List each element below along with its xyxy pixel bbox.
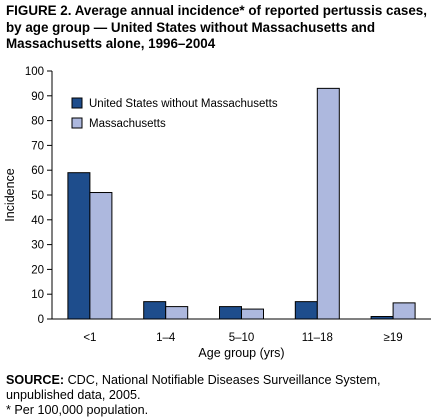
y-tick-label: 0 bbox=[38, 314, 44, 326]
y-tick-label: 20 bbox=[31, 264, 44, 276]
legend-swatch-us-without-ma bbox=[71, 97, 83, 109]
x-tick-label: <1 bbox=[83, 332, 96, 344]
y-tick-label: 40 bbox=[31, 215, 44, 227]
source-note: SOURCE: CDC, National Notifiable Disease… bbox=[6, 373, 436, 403]
bar-us-without-ma bbox=[294, 301, 318, 320]
y-tick-label: 90 bbox=[31, 91, 44, 103]
footnote: * Per 100,000 population. bbox=[6, 403, 149, 417]
y-tick-label: 80 bbox=[31, 116, 44, 128]
y-tick-label: 30 bbox=[31, 240, 44, 252]
y-tick-label: 70 bbox=[31, 140, 44, 152]
source-text: CDC, National Notifiable Diseases Survei… bbox=[6, 373, 381, 402]
x-axis-label: Age group (yrs) bbox=[198, 346, 284, 360]
bar-massachusetts bbox=[165, 306, 189, 320]
x-tick-label: 5–10 bbox=[229, 332, 255, 344]
x-tick-label: 11–18 bbox=[302, 332, 333, 344]
x-tick-label: ≥19 bbox=[384, 332, 403, 344]
y-axis-label: Incidence bbox=[3, 168, 17, 222]
x-tick-label: 1–4 bbox=[156, 332, 176, 344]
bar-massachusetts bbox=[89, 192, 113, 320]
source-label: SOURCE: bbox=[6, 373, 65, 387]
bar-massachusetts bbox=[392, 302, 416, 320]
bar-massachusetts bbox=[316, 87, 340, 320]
bar-massachusetts bbox=[241, 308, 264, 320]
legend-swatch-massachusetts bbox=[71, 117, 83, 129]
legend-label: United States without Massachusetts bbox=[89, 98, 278, 110]
bar-us-without-ma bbox=[67, 172, 91, 320]
y-tick-label: 10 bbox=[31, 289, 44, 301]
figure-title: FIGURE 2. Average annual incidence* of r… bbox=[6, 3, 427, 51]
bar-us-without-ma bbox=[143, 301, 167, 320]
y-tick-label: 50 bbox=[31, 190, 44, 202]
legend-label: Massachusetts bbox=[89, 118, 166, 130]
y-tick-label: 100 bbox=[25, 66, 44, 78]
bar-us-without-ma bbox=[219, 306, 242, 320]
y-tick-label: 60 bbox=[31, 165, 44, 177]
bar-chart: 0 10 20 30 40 50 60 70 80 90 100 <1 1–4 5–10 11–18 ≥19 A… bbox=[3, 66, 431, 360]
